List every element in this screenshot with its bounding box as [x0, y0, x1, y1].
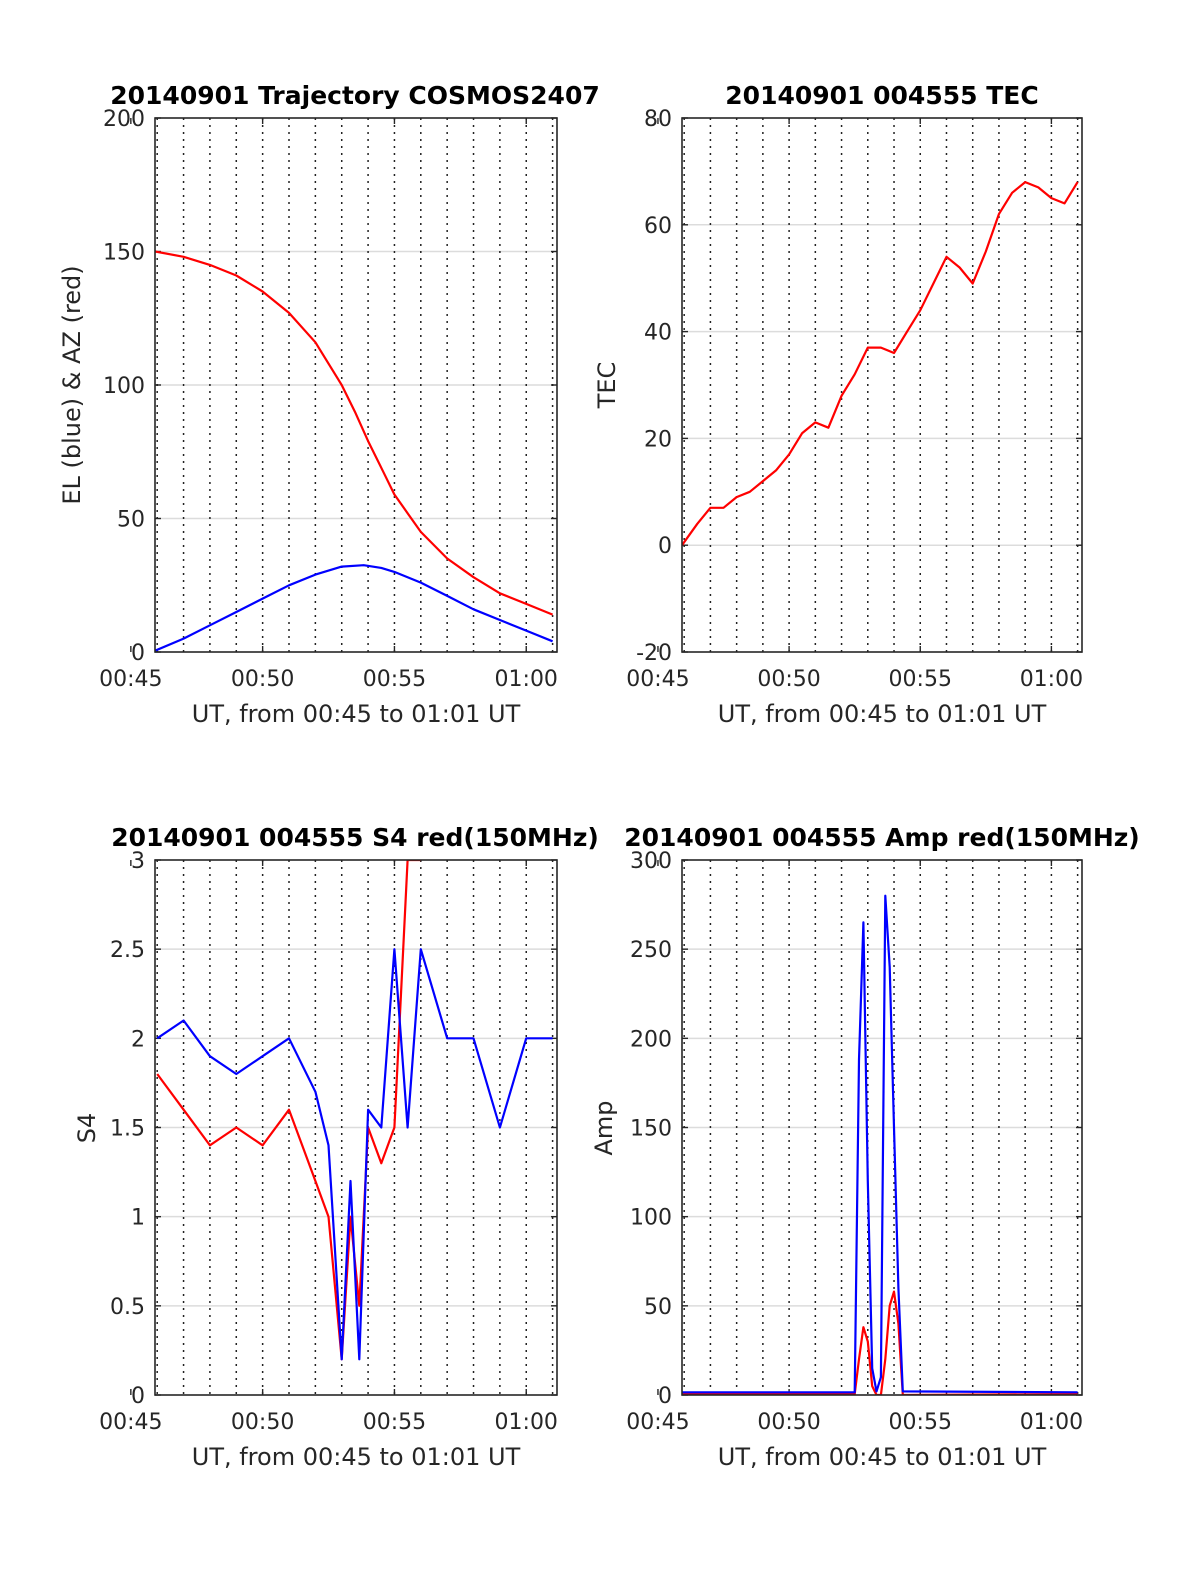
axes-frame [154, 117, 558, 653]
s4-chart: 0 0.5 1 1.5 2 2.5 3 00:45 00:50 00:55 01:00 2014090… [73, 823, 599, 1471]
y-tick-label: 100 [630, 1206, 672, 1231]
x-tick-label: 00:45 [626, 667, 689, 692]
x-tick-label: 00:45 [99, 1410, 162, 1435]
y-tick-label: 150 [103, 241, 145, 266]
x-tick-label: 00:50 [757, 667, 820, 692]
series-line-1 [156, 860, 421, 1361]
x-axis-label: UT, from 00:45 to 01:01 UT [718, 1443, 1047, 1471]
series-line-1 [155, 250, 554, 616]
chart-title: 20140901 004555 TEC [725, 81, 1038, 110]
x-tick-label: 00:55 [889, 1410, 952, 1435]
y-tick-label: 50 [117, 508, 145, 533]
y-tick-label: 150 [630, 1117, 672, 1142]
x-tick-label: 00:55 [363, 667, 426, 692]
y-tick-label: 20 [644, 427, 672, 452]
x-tick-label: 01:00 [1020, 667, 1083, 692]
series-line-2 [155, 564, 554, 652]
y-tick-label: 0.5 [110, 1295, 145, 1320]
y-tick-label: 60 [644, 214, 672, 239]
chart-title: 20140901 004555 Amp red(150MHz) [624, 823, 1140, 852]
x-tick-label: 01:00 [495, 667, 558, 692]
y-tick-label: 3 [131, 849, 145, 874]
y-axis-label: EL (blue) & AZ (red) [58, 265, 86, 504]
chart-title: 20140901 Trajectory COSMOS2407 [110, 81, 600, 110]
amp-chart: 0 50 100 150 200 250 300 00:45 00:50 00:55 01:00 20… [590, 823, 1140, 1471]
y-tick-label: 250 [630, 938, 672, 963]
series-line-1 [682, 181, 1079, 546]
trajectory-chart: 0 50 100 150 200 00:45 00:50 00:55 01:00 20140901… [58, 81, 600, 728]
x-tick-label: 00:45 [99, 667, 162, 692]
x-tick-label: 00:50 [757, 1410, 820, 1435]
y-tick-label: 2 [131, 1027, 145, 1052]
y-tick-label: 0 [131, 641, 145, 666]
y-tick-label: 1 [131, 1206, 145, 1231]
axes-frame [681, 117, 1083, 653]
series-line-2 [682, 894, 1078, 1394]
axes-frame [681, 859, 1083, 1396]
y-tick-label: 0 [658, 1384, 672, 1409]
x-axis-label: UT, from 00:45 to 01:01 UT [718, 700, 1047, 728]
chart-title: 20140901 004555 S4 red(150MHz) [111, 823, 599, 852]
x-axis-label: UT, from 00:45 to 01:01 UT [192, 700, 521, 728]
y-tick-label: 2.5 [110, 938, 145, 963]
y-tick-label: 200 [103, 107, 145, 132]
x-axis-label: UT, from 00:45 to 01:01 UT [192, 1443, 521, 1471]
x-tick-label: 00:55 [889, 667, 952, 692]
y-axis-label: Amp [590, 1100, 618, 1155]
series-line-2 [156, 948, 553, 1361]
x-tick-label: 00:50 [231, 667, 294, 692]
y-tick-label: 1.5 [110, 1117, 145, 1142]
y-tick-label: 300 [630, 849, 672, 874]
y-tick-label: 200 [630, 1027, 672, 1052]
axes-frame [154, 859, 558, 1396]
y-tick-label: 0 [131, 1384, 145, 1409]
x-tick-label: 00:55 [363, 1410, 426, 1435]
y-axis-label: TEC [593, 362, 621, 410]
y-tick-label: 50 [644, 1295, 672, 1320]
y-tick-label: 100 [103, 374, 145, 399]
y-axis-label: S4 [73, 1113, 101, 1144]
x-tick-label: 01:00 [495, 1410, 558, 1435]
y-tick-label: 40 [644, 321, 672, 346]
y-tick-label: 0 [658, 534, 672, 559]
x-tick-label: 00:45 [626, 1410, 689, 1435]
y-tick-label: -20 [636, 641, 672, 666]
x-tick-label: 01:00 [1020, 1410, 1083, 1435]
x-tick-label: 00:50 [231, 1410, 294, 1435]
series-line-1 [682, 1290, 1078, 1395]
